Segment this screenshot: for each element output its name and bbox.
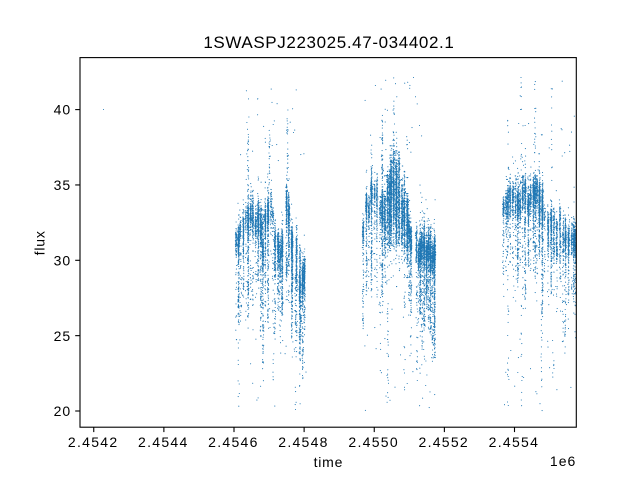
svg-text:2.4554: 2.4554 (489, 434, 540, 450)
svg-text:2.4542: 2.4542 (68, 434, 119, 450)
svg-text:2.4552: 2.4552 (419, 434, 470, 450)
svg-text:40: 40 (54, 102, 72, 118)
svg-text:1SWASPJ223025.47-034402.1: 1SWASPJ223025.47-034402.1 (203, 33, 454, 52)
svg-text:2.4548: 2.4548 (278, 434, 329, 450)
svg-text:2.4550: 2.4550 (348, 434, 399, 450)
svg-text:2.4544: 2.4544 (138, 434, 189, 450)
svg-text:30: 30 (54, 252, 72, 268)
svg-text:20: 20 (54, 403, 72, 419)
svg-text:flux: flux (31, 230, 47, 255)
svg-text:2.4546: 2.4546 (208, 434, 259, 450)
svg-text:1e6: 1e6 (550, 453, 577, 469)
svg-text:25: 25 (54, 328, 72, 344)
svg-text:time: time (314, 454, 344, 470)
svg-text:35: 35 (54, 177, 72, 193)
